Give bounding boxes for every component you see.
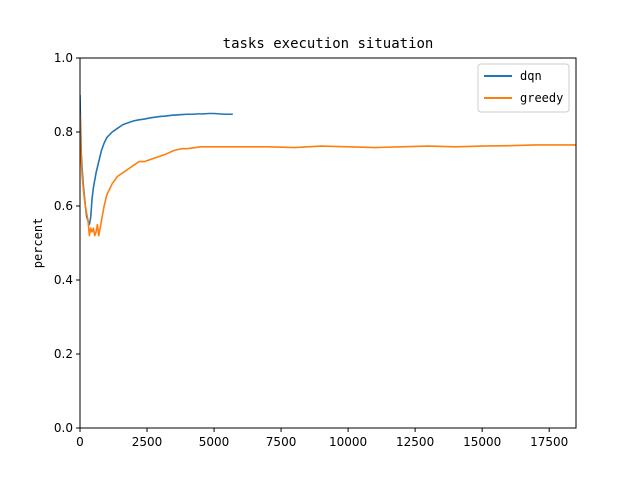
chart-title: tasks execution situation [223, 36, 434, 52]
y-tick-label: 1.0 [54, 51, 73, 65]
legend-label-dqn: dqn [520, 69, 542, 83]
y-tick-label: 0.2 [54, 347, 73, 361]
series-layer [80, 94, 576, 237]
series-line-greedy [80, 113, 576, 237]
y-tick-label: 0.0 [54, 421, 73, 435]
y-tick-label: 0.6 [54, 199, 73, 213]
y-tick-label: 0.8 [54, 125, 73, 139]
legend-label-greedy: greedy [520, 91, 563, 105]
x-tick-label: 12500 [396, 435, 434, 449]
x-tick-label: 17500 [530, 435, 568, 449]
plot-frame [79, 57, 577, 429]
x-tick-label: 2500 [132, 435, 163, 449]
legend: dqn greedy [477, 63, 570, 113]
x-tick-label: 7500 [266, 435, 297, 449]
x-tick-label: 15000 [463, 435, 501, 449]
y-axis-label: percent [31, 218, 45, 269]
axes-layer: 0 2500 5000 7500 10000 12500 15000 17500 0.0 0.2 0… [54, 51, 577, 449]
x-tick-label: 10000 [329, 435, 367, 449]
x-tick-label: 0 [76, 435, 84, 449]
y-tick-label: 0.4 [54, 273, 73, 287]
series-line-dqn [80, 94, 233, 226]
x-tick-label: 5000 [199, 435, 230, 449]
